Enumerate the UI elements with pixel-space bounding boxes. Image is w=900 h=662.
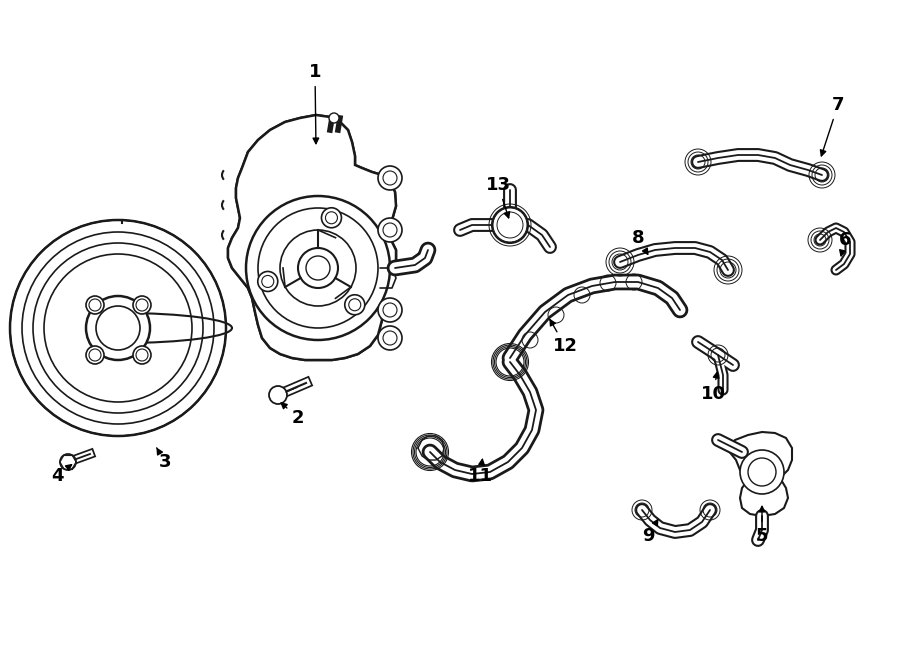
Text: 3: 3 (157, 448, 171, 471)
Circle shape (86, 296, 104, 314)
Text: 6: 6 (839, 231, 851, 256)
Circle shape (258, 208, 378, 328)
Text: 11: 11 (467, 459, 492, 485)
Text: 9: 9 (642, 520, 658, 545)
Circle shape (378, 298, 402, 322)
Polygon shape (228, 115, 396, 360)
Text: 7: 7 (821, 96, 844, 156)
Circle shape (492, 207, 528, 243)
Circle shape (133, 296, 151, 314)
Circle shape (60, 454, 76, 470)
Circle shape (10, 220, 226, 436)
Circle shape (378, 166, 402, 190)
Circle shape (298, 248, 338, 288)
Circle shape (321, 208, 341, 228)
Circle shape (133, 346, 151, 364)
Text: 1: 1 (309, 63, 321, 144)
Text: 13: 13 (485, 176, 510, 218)
Circle shape (740, 450, 784, 494)
Circle shape (246, 196, 390, 340)
Circle shape (345, 295, 364, 314)
Text: 10: 10 (700, 372, 725, 403)
Circle shape (269, 386, 287, 404)
Circle shape (378, 218, 402, 242)
Circle shape (329, 113, 339, 123)
Text: 8: 8 (632, 229, 648, 254)
Circle shape (280, 230, 356, 306)
Polygon shape (728, 432, 792, 516)
Text: 5: 5 (756, 506, 769, 545)
Text: 2: 2 (281, 403, 304, 427)
Circle shape (257, 271, 278, 291)
Circle shape (86, 346, 104, 364)
Circle shape (306, 256, 330, 280)
Circle shape (96, 306, 140, 350)
Circle shape (378, 326, 402, 350)
Circle shape (86, 296, 150, 360)
Text: 12: 12 (550, 320, 578, 355)
Text: 4: 4 (50, 465, 72, 485)
